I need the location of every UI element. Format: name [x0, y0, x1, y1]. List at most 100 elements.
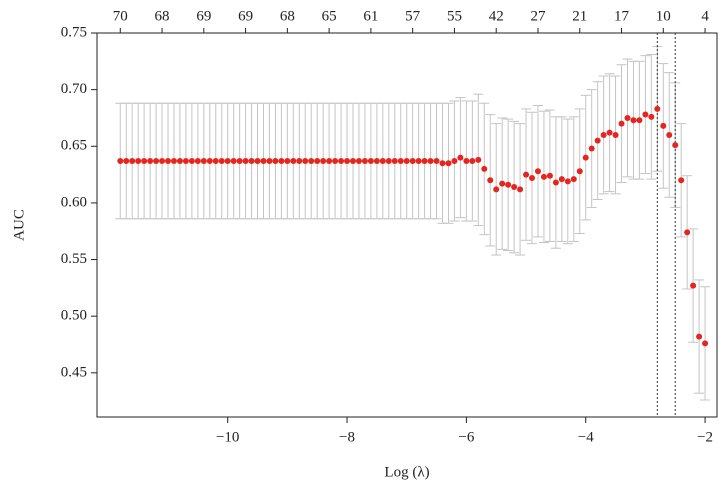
point — [272, 158, 279, 164]
top-tick-label: 61 — [363, 8, 378, 24]
top-tick-label: 21 — [572, 8, 587, 24]
top-tick-label: 42 — [489, 8, 504, 24]
point — [129, 158, 136, 164]
x-tick-label: −10 — [216, 429, 239, 445]
point — [618, 120, 625, 127]
top-tick-label: 69 — [196, 8, 211, 24]
point — [696, 333, 703, 340]
point — [576, 168, 583, 175]
point — [678, 177, 685, 184]
point — [314, 158, 321, 164]
point — [278, 158, 285, 164]
point — [648, 113, 655, 120]
top-tick-label: 55 — [447, 8, 462, 24]
point — [493, 186, 500, 193]
point — [606, 129, 613, 136]
point — [546, 172, 553, 179]
point — [176, 158, 183, 164]
point — [487, 177, 494, 184]
y-tick-label: 0.45 — [61, 364, 87, 380]
point — [421, 158, 428, 164]
point — [684, 229, 691, 236]
point — [594, 137, 601, 144]
plot-frame — [96, 32, 718, 418]
point — [415, 158, 422, 164]
point — [302, 158, 309, 164]
point — [517, 186, 524, 193]
point — [284, 158, 291, 164]
point — [511, 184, 518, 191]
point — [218, 158, 225, 164]
point — [529, 174, 536, 181]
point — [349, 158, 356, 164]
point — [236, 158, 243, 164]
point — [552, 179, 559, 186]
point — [445, 160, 452, 167]
point — [379, 158, 386, 164]
x-tick-label: −6 — [458, 429, 474, 445]
point — [135, 158, 142, 164]
point — [153, 158, 160, 164]
point — [170, 158, 177, 164]
point — [427, 158, 434, 164]
point — [409, 158, 416, 164]
point — [534, 168, 541, 175]
point — [260, 158, 267, 164]
point — [588, 145, 595, 152]
y-tick-label: 0.55 — [61, 251, 87, 267]
point — [385, 158, 392, 164]
point — [451, 158, 458, 164]
point — [433, 158, 440, 164]
point — [558, 176, 565, 183]
point — [391, 158, 398, 164]
point — [147, 158, 154, 164]
point — [224, 158, 231, 164]
point — [690, 282, 697, 289]
point — [582, 154, 589, 161]
point — [182, 158, 189, 164]
point — [654, 105, 661, 112]
y-tick-label: 0.75 — [61, 24, 87, 40]
point — [457, 154, 464, 161]
top-tick-label: 27 — [530, 8, 546, 24]
point — [296, 158, 303, 164]
point — [266, 158, 273, 164]
point — [499, 180, 506, 187]
top-tick-label: 69 — [238, 8, 253, 24]
point — [660, 122, 667, 129]
point — [612, 131, 619, 138]
point — [200, 158, 207, 164]
point — [206, 158, 213, 164]
y-tick-label: 0.50 — [61, 308, 87, 324]
point — [630, 117, 637, 124]
point — [570, 176, 577, 183]
top-tick-label: 68 — [280, 8, 295, 24]
top-tick-label: 65 — [322, 8, 337, 24]
point — [702, 340, 709, 347]
point — [117, 158, 124, 164]
point — [212, 158, 219, 164]
point — [672, 142, 679, 149]
point — [540, 173, 547, 180]
point — [254, 158, 261, 164]
point — [308, 158, 315, 164]
point — [141, 158, 148, 164]
x-tick-label: −2 — [697, 429, 713, 445]
point — [373, 158, 380, 164]
point — [230, 158, 237, 164]
point — [463, 158, 470, 164]
y-tick-label: 0.65 — [61, 138, 87, 154]
y-tick-label: 0.70 — [61, 81, 87, 97]
point — [666, 131, 673, 138]
point — [600, 131, 607, 138]
point — [242, 158, 249, 164]
point — [475, 156, 482, 163]
point — [188, 158, 195, 164]
x-tick-label: −8 — [339, 429, 355, 445]
top-tick-label: 4 — [701, 8, 709, 24]
point — [123, 158, 130, 164]
point — [248, 158, 255, 164]
point — [564, 178, 571, 185]
point — [159, 158, 166, 164]
